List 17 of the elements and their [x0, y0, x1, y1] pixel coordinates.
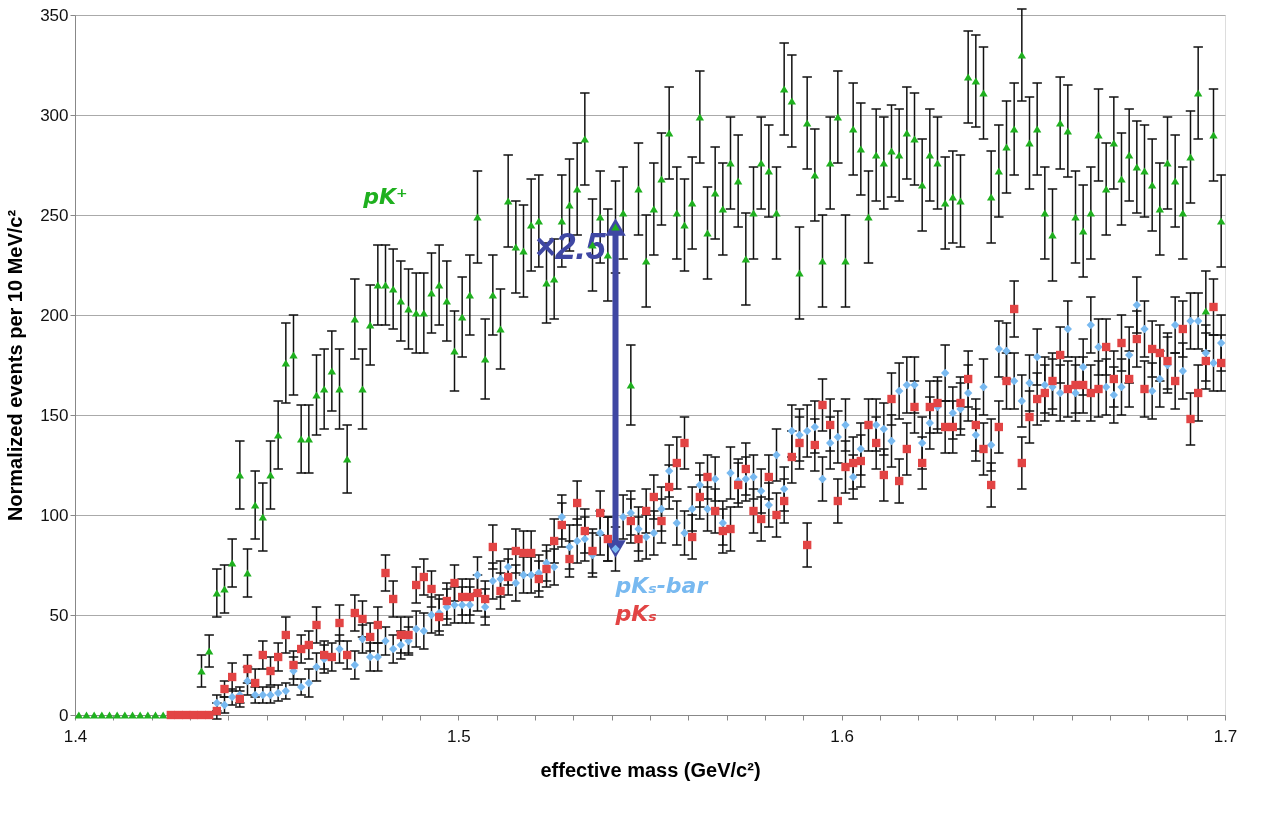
y-tick-label: 100	[40, 505, 69, 525]
y-axis-title: Normalized events per 10 MeV/c²	[4, 209, 27, 522]
x-axis-title: effective mass (GeV/c²)	[540, 758, 761, 781]
y-tick-label: 350	[40, 5, 69, 25]
x-tick-label: 1.7	[1213, 726, 1238, 746]
y-tick-label: 150	[40, 405, 69, 425]
y-tick-label: 50	[49, 605, 69, 625]
x-tick-label: 1.4	[63, 726, 88, 746]
x-tick-label: 1.6	[830, 726, 854, 746]
x-tick-label: 1.5	[447, 726, 471, 746]
y-tick-label: 250	[40, 205, 69, 225]
text: pKₛ	[614, 600, 657, 626]
series-label: pKₛ-bar	[614, 572, 709, 598]
y-tick-label: 200	[40, 305, 69, 325]
y-tick-label: 0	[59, 705, 69, 725]
y-tick-label: 300	[40, 105, 69, 125]
text: pK⁺	[362, 184, 408, 209]
